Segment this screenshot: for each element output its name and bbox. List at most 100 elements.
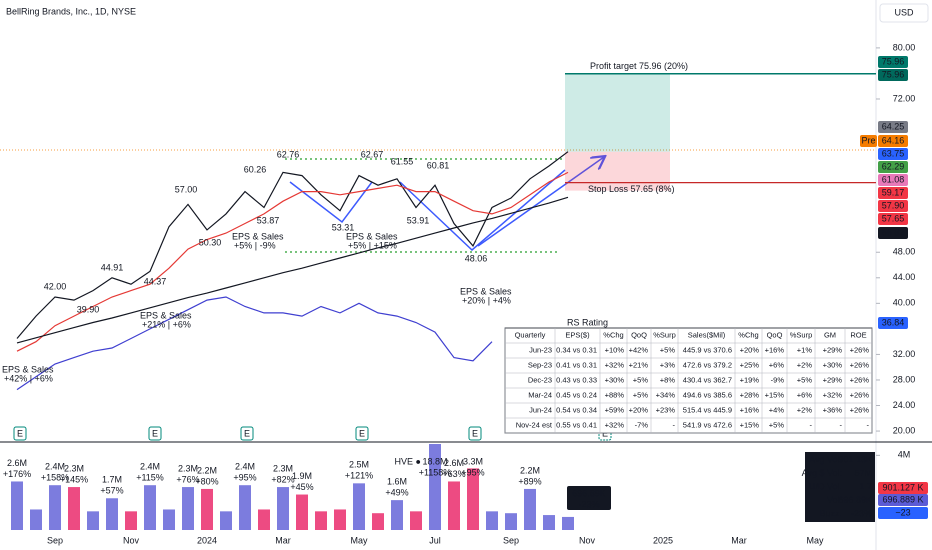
price-line bbox=[16, 296, 493, 391]
volume-bar bbox=[353, 483, 365, 530]
volume-bar bbox=[448, 481, 460, 530]
table-cell: 0.45 vs 0.24 bbox=[556, 390, 597, 399]
table-cell: Nov-24 est bbox=[516, 420, 553, 429]
table-cell: Sep-23 bbox=[528, 360, 552, 369]
table-cell: Dec-23 bbox=[528, 375, 552, 384]
volume-bar bbox=[11, 481, 23, 530]
table-header: EPS($) bbox=[565, 330, 590, 339]
volume-change: +80% bbox=[195, 476, 218, 486]
table-cell: +23% bbox=[656, 405, 676, 414]
price-annotation: 44.91 bbox=[101, 262, 124, 272]
volume-bar bbox=[220, 511, 232, 530]
price-badge-label: 61.08 bbox=[882, 174, 905, 184]
x-tick-label: Nov bbox=[579, 535, 596, 545]
volume-label: 2.2M bbox=[520, 465, 540, 475]
table-header: %Chg bbox=[603, 330, 623, 339]
volume-label: 2.3M bbox=[273, 463, 293, 473]
table-cell: Jun-24 bbox=[529, 405, 552, 414]
table-cell: +34% bbox=[656, 390, 676, 399]
currency[interactable]: USD bbox=[894, 7, 914, 17]
table-cell: +2% bbox=[797, 360, 813, 369]
earnings-icon bbox=[13, 426, 27, 441]
table-header: Sales($Mil) bbox=[688, 330, 726, 339]
table-cell: +20% bbox=[740, 345, 760, 354]
volume-bar bbox=[30, 509, 42, 530]
volume-change: +76% bbox=[176, 474, 199, 484]
y-tick-label: 4M bbox=[898, 450, 911, 460]
table-cell: +32% bbox=[823, 390, 843, 399]
pattern-line bbox=[399, 169, 566, 252]
target-text: Profit target 75.96 (20%) bbox=[590, 61, 688, 71]
x-tick-label: Jul bbox=[429, 535, 441, 545]
table-cell: +25% bbox=[740, 360, 760, 369]
volume-bar bbox=[467, 468, 479, 530]
price-badge-label: 75.96 bbox=[882, 56, 905, 66]
price-badge-label: 75.96 bbox=[882, 69, 905, 79]
price-annotation: 61.55 bbox=[391, 156, 414, 166]
table-cell: +6% bbox=[769, 360, 785, 369]
price-annotation: 60.26 bbox=[244, 164, 267, 174]
table-cell: 472.6 vs 379.2 bbox=[683, 360, 732, 369]
volume-bar bbox=[49, 485, 61, 530]
hve-label: HVE ● bbox=[395, 456, 421, 466]
table-cell: -9% bbox=[771, 375, 785, 384]
table-cell: +30% bbox=[823, 360, 843, 369]
earnings-icon bbox=[468, 426, 482, 441]
x-tick-label: 2025 bbox=[653, 535, 673, 545]
y-tick-label: 44.00 bbox=[893, 272, 916, 282]
table-cell: +5% bbox=[660, 345, 676, 354]
volume-change: +158% bbox=[41, 473, 69, 483]
table-cell: +10% bbox=[605, 345, 625, 354]
price-badge bbox=[878, 121, 908, 133]
volume-change: +57% bbox=[100, 486, 123, 496]
volume-label: 3.3M bbox=[463, 456, 483, 466]
table-cell: +5% bbox=[633, 390, 649, 399]
price-annotation: 57.00 bbox=[175, 184, 198, 194]
table-header: GM bbox=[824, 330, 836, 339]
price-line bbox=[16, 196, 569, 344]
stop-text: Stop Loss 57.65 (8%) bbox=[588, 184, 675, 194]
x-tick-label: Mar bbox=[731, 535, 747, 545]
volume-bar bbox=[144, 485, 156, 530]
volume-badge-value: 696.89K bbox=[572, 488, 606, 498]
table-cell: +26% bbox=[850, 345, 870, 354]
price-line bbox=[16, 171, 569, 352]
earnings-icon bbox=[355, 426, 369, 441]
price-badge-label: 59.17 bbox=[882, 187, 905, 197]
volume-change: +176% bbox=[3, 469, 31, 479]
stats-label: Avg Vol: bbox=[809, 454, 842, 464]
price-badge-label: 56.82 bbox=[882, 227, 905, 237]
volume-bar bbox=[315, 511, 327, 530]
currency-button[interactable] bbox=[879, 3, 929, 23]
table-cell: - bbox=[867, 420, 870, 429]
price-badge bbox=[878, 69, 908, 81]
price-badge-label: 57.90 bbox=[882, 200, 905, 210]
y-tick-label: 28.00 bbox=[893, 374, 916, 384]
volume-bar bbox=[296, 494, 308, 530]
volume-label: 2.6M bbox=[444, 458, 464, 468]
eps-title: EPS & Sales bbox=[346, 231, 398, 241]
volume-bar bbox=[429, 444, 441, 531]
price-badge bbox=[878, 187, 908, 199]
table-cell: +26% bbox=[850, 405, 870, 414]
earnings-marker: E bbox=[244, 428, 250, 438]
table-cell: +5% bbox=[797, 375, 813, 384]
y-tick-label: 20.00 bbox=[893, 425, 916, 435]
price-badge-label: 57.65 bbox=[882, 213, 905, 223]
table-cell: +20% bbox=[629, 405, 649, 414]
y-tick-label: 24.00 bbox=[893, 400, 916, 410]
volume-bar bbox=[391, 500, 403, 530]
table-cell: 0.55 vs 0.41 bbox=[556, 420, 597, 429]
pattern-arrow bbox=[477, 157, 604, 247]
price-annotation: 50.30 bbox=[199, 237, 222, 247]
table-cell: +26% bbox=[850, 390, 870, 399]
table-cell: +15% bbox=[765, 390, 785, 399]
table-cell: +32% bbox=[605, 420, 625, 429]
table-cell: +16% bbox=[765, 345, 785, 354]
volume-bar bbox=[68, 487, 80, 530]
eps-title: EPS & Sales bbox=[2, 364, 54, 374]
volume-bar bbox=[277, 487, 289, 530]
table-cell: +88% bbox=[605, 390, 625, 399]
y-tick-label: 32.00 bbox=[893, 349, 916, 359]
